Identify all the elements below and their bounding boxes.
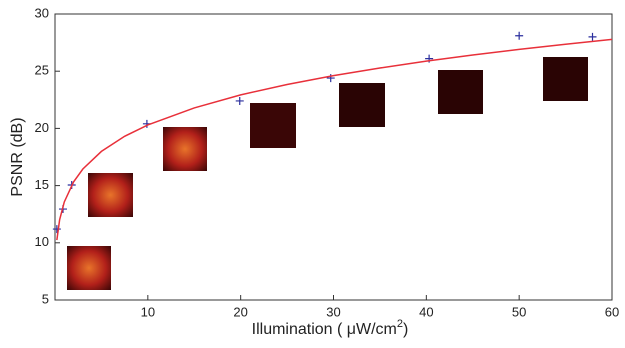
x-tick-label: 30 bbox=[326, 304, 340, 319]
y-tick-label: 5 bbox=[42, 291, 49, 306]
inset-image bbox=[339, 83, 385, 127]
inset-image bbox=[67, 246, 111, 290]
x-axis-title-part: Illumination ( μW/cm bbox=[252, 321, 397, 338]
y-tick-label: 15 bbox=[35, 177, 49, 192]
chart: Illumination ( μW/cm2) PSNR (dB) 10 20 30 4… bbox=[0, 0, 625, 348]
x-tick-label: 20 bbox=[233, 304, 247, 319]
x-tick-label: 10 bbox=[141, 304, 155, 319]
inset-image bbox=[543, 57, 588, 101]
x-tick-label: 50 bbox=[512, 304, 526, 319]
inset-images bbox=[67, 57, 588, 290]
y-tick-label: 25 bbox=[35, 63, 49, 78]
data-point bbox=[515, 32, 523, 40]
x-tick-label: 40 bbox=[419, 304, 433, 319]
data-point bbox=[236, 97, 244, 105]
y-tick-label: 30 bbox=[35, 5, 49, 20]
inset-image bbox=[438, 70, 483, 114]
inset-image bbox=[250, 103, 296, 148]
y-tick-label: 10 bbox=[35, 234, 49, 249]
y-axis-title: PSNR (dB) bbox=[9, 117, 26, 196]
inset-image bbox=[163, 127, 207, 171]
x-axis-title: Illumination ( μW/cm2) bbox=[252, 318, 409, 338]
x-axis-title-part: ) bbox=[403, 321, 408, 338]
plot-frame bbox=[55, 14, 612, 300]
data-point bbox=[589, 33, 597, 41]
data-point bbox=[53, 225, 61, 233]
y-tick-label: 20 bbox=[35, 120, 49, 135]
x-tick-label: 60 bbox=[605, 304, 619, 319]
inset-image bbox=[88, 173, 133, 217]
fit-line bbox=[57, 39, 612, 240]
